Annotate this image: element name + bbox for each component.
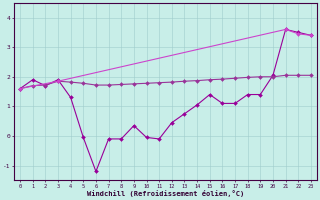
X-axis label: Windchill (Refroidissement éolien,°C): Windchill (Refroidissement éolien,°C): [87, 190, 244, 197]
